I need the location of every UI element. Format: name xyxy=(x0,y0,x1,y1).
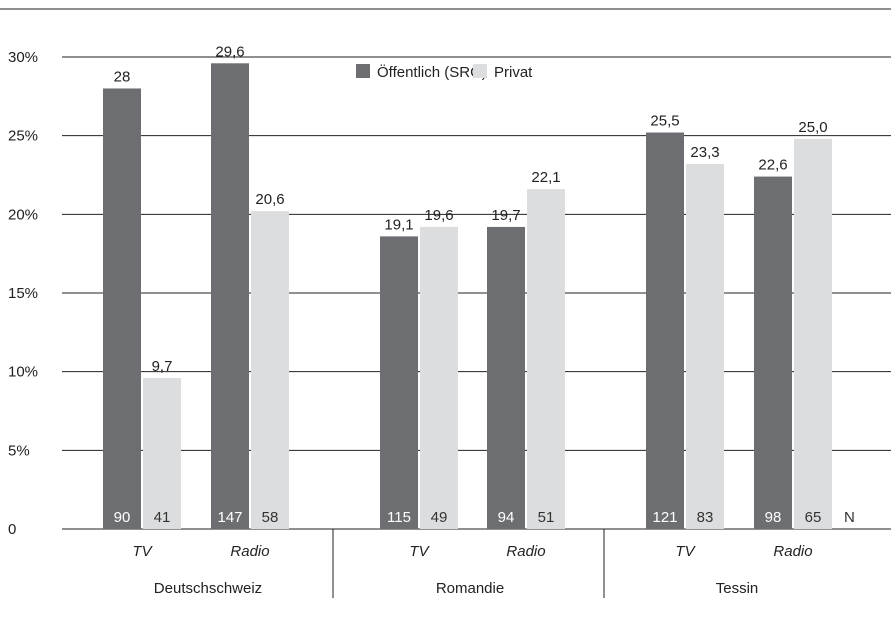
data-label: 20,6 xyxy=(255,191,284,208)
data-label: 29,6 xyxy=(215,43,244,60)
bar xyxy=(211,63,249,529)
y-tick-label: 15% xyxy=(8,285,38,302)
y-tick-label: 30% xyxy=(8,49,38,66)
y-tick-label: 25% xyxy=(8,128,38,145)
data-label: 25,0 xyxy=(798,119,827,136)
y-tick-label: 20% xyxy=(8,206,38,223)
bar xyxy=(527,189,565,529)
x-subcategory-label: Radio xyxy=(773,543,812,560)
n-count-label: 94 xyxy=(498,509,515,526)
x-group-label: Romandie xyxy=(436,580,504,597)
bar xyxy=(646,132,684,529)
bar xyxy=(143,377,181,529)
n-count-label: 49 xyxy=(431,509,448,526)
legend-swatch xyxy=(473,64,487,78)
bars xyxy=(103,63,832,530)
data-label: 9,7 xyxy=(152,358,173,375)
bar xyxy=(754,176,792,529)
bar xyxy=(686,163,724,529)
legend-label: Öffentlich (SRG) xyxy=(377,63,487,81)
data-label: 19,1 xyxy=(384,216,413,233)
y-tick-label: 5% xyxy=(8,442,30,459)
bar xyxy=(487,226,525,530)
data-label: 25,5 xyxy=(650,113,679,130)
y-axis-ticks: 0 5% 10% 15% 20% 25% 30% xyxy=(8,49,38,538)
data-label: 19,7 xyxy=(491,207,520,224)
y-tick-label: 10% xyxy=(8,364,38,381)
data-label: 23,3 xyxy=(690,144,719,161)
x-subcategory-label: TV xyxy=(132,543,153,560)
legend-swatch xyxy=(356,64,370,78)
bar xyxy=(794,138,832,529)
x-subcategory-label: TV xyxy=(675,543,696,560)
n-count-label: 58 xyxy=(262,509,279,526)
n-count-label: 147 xyxy=(217,509,242,526)
data-label: 22,6 xyxy=(758,157,787,174)
y-tick-label: 0 xyxy=(8,521,16,538)
bar xyxy=(420,226,458,530)
n-count-label: 83 xyxy=(697,509,714,526)
x-axis-labels: TV Radio Deutschschweiz TV Radio Romandie TV Ra… xyxy=(132,529,813,598)
x-subcategory-label: TV xyxy=(409,543,430,560)
x-subcategory-label: Radio xyxy=(230,543,269,560)
n-count-label: 90 xyxy=(114,509,131,526)
n-axis-label: N xyxy=(844,509,855,526)
x-group-label: Tessin xyxy=(716,580,759,597)
bar xyxy=(380,236,418,530)
data-label: 22,1 xyxy=(531,169,560,186)
legend-label: Privat xyxy=(494,64,533,81)
n-labels: 90 147 115 94 121 98 41 58 49 51 83 65 N xyxy=(114,509,855,526)
n-count-label: 121 xyxy=(652,509,677,526)
x-subcategory-label: Radio xyxy=(506,543,545,560)
n-count-label: 51 xyxy=(538,509,555,526)
bar xyxy=(103,88,141,529)
data-label: 28 xyxy=(114,68,131,85)
data-label: 19,6 xyxy=(424,207,453,224)
value-labels: 28 29,6 19,1 19,7 25,5 22,6 9,7 20,6 19,6 22,1 23,… xyxy=(114,43,828,375)
gridlines xyxy=(0,8,891,530)
legend: Öffentlich (SRG) Privat xyxy=(356,63,533,81)
bar xyxy=(251,211,289,530)
n-count-label: 115 xyxy=(387,509,411,526)
x-group-label: Deutschschweiz xyxy=(154,580,262,597)
n-count-label: 65 xyxy=(805,509,822,526)
n-count-label: 41 xyxy=(154,509,171,526)
n-count-label: 98 xyxy=(765,509,782,526)
